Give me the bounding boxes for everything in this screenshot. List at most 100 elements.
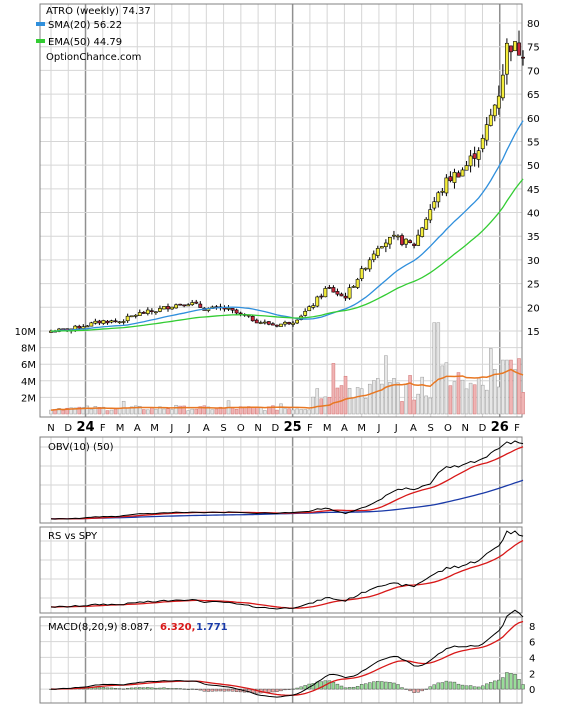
candle-body	[295, 319, 300, 324]
candle-body	[492, 104, 497, 117]
macd-hist-bar	[343, 687, 348, 690]
macd-hist-bar	[485, 683, 489, 690]
candle-body	[456, 172, 461, 178]
candle-body	[408, 240, 412, 243]
x-tick-label: M	[323, 423, 332, 434]
volume-bar	[376, 378, 380, 415]
volume-bar	[359, 388, 364, 415]
volume-bar	[150, 407, 154, 415]
x-tick-label: N	[47, 423, 54, 434]
x-tick-label: D	[272, 423, 280, 434]
macd-hist-bar	[271, 688, 275, 693]
macd-hist-bar	[460, 684, 465, 690]
candle-body	[500, 74, 505, 99]
macd-hist-bar	[456, 683, 461, 690]
volume-bar	[73, 407, 77, 415]
macd-hist-bar	[275, 688, 279, 692]
volume-bar	[331, 363, 336, 415]
candle-body	[436, 192, 441, 203]
candle-body	[505, 42, 509, 75]
x-tick-label: S	[428, 423, 434, 434]
volume-bar	[202, 405, 207, 415]
macd-hist-bar	[287, 688, 291, 690]
candle-body	[198, 303, 203, 308]
x-tick-label: 24	[76, 420, 94, 435]
macd-hist-bar	[472, 686, 477, 690]
volume-bar	[178, 405, 182, 415]
volume-bar	[57, 408, 61, 415]
candle-body	[509, 45, 513, 53]
macd-hist-bar	[468, 685, 473, 690]
x-tick-label: M	[116, 423, 125, 434]
macd-hist-bar	[214, 688, 219, 692]
volume-bar	[400, 401, 404, 415]
volume-bar	[311, 396, 315, 415]
volume-bar	[497, 386, 501, 415]
macd-signal-value: 6.320,	[160, 622, 195, 633]
macd-hist-bar	[476, 686, 481, 690]
candle-body	[291, 322, 295, 325]
x-tick-label: 26	[491, 420, 509, 435]
macd-hist-bar	[291, 688, 295, 690]
volume-bar	[448, 385, 453, 415]
macd-hist-bar	[388, 682, 392, 690]
volume-bar	[493, 369, 497, 415]
candle-body	[355, 279, 360, 288]
candle-body	[178, 303, 183, 306]
volume-bar	[351, 397, 356, 415]
macd-hist-bar	[150, 687, 154, 690]
candle-body	[379, 246, 384, 249]
ema-legend: EMA(50) 44.79	[48, 37, 122, 48]
macd-hist-bar	[97, 687, 102, 690]
candle-body	[388, 236, 392, 245]
macd-hist-bar	[125, 688, 130, 690]
macd-hist-bar	[440, 682, 445, 690]
macd-hist-bar	[218, 688, 223, 692]
volume-bar	[259, 407, 263, 415]
candle-body	[97, 320, 102, 324]
volume-ma-line	[50, 368, 524, 411]
volume-bar	[166, 408, 170, 415]
candle-body	[137, 312, 142, 316]
candle-body	[468, 155, 473, 167]
price-tick-label: 30	[527, 256, 540, 267]
volume-bar	[472, 384, 477, 415]
volume-bar	[484, 389, 489, 415]
volume-bar	[315, 388, 320, 415]
volume-bar	[513, 369, 517, 415]
candle-body	[383, 242, 388, 248]
volume-bar	[295, 408, 299, 415]
macd-hist-bar	[384, 681, 388, 690]
rs-line	[50, 530, 524, 610]
ema-swatch	[36, 39, 45, 43]
price-tick-label: 35	[527, 232, 540, 243]
volume-bar	[476, 377, 481, 415]
volume-bar	[255, 407, 259, 415]
x-tick-label: A	[341, 423, 348, 434]
macd-hist-bar	[408, 688, 412, 692]
macd-hist-bar	[142, 687, 146, 690]
candle-body	[85, 325, 90, 328]
candle-body	[287, 322, 291, 325]
volume-tick-label: 8M	[21, 344, 36, 355]
volume-bar	[214, 408, 219, 415]
candle-body	[323, 288, 328, 298]
obv-label: OBV(10) (50)	[48, 442, 114, 453]
volume-bar	[133, 405, 138, 415]
volume-bar	[287, 408, 291, 415]
candle-body	[190, 302, 195, 306]
volume-bar	[77, 406, 81, 415]
macd-hist-bar	[105, 687, 110, 690]
volume-bar	[146, 409, 150, 415]
volume-bar	[432, 322, 437, 415]
macd-hist-bar	[396, 684, 400, 690]
candle-body	[327, 287, 332, 289]
macd-hist-bar	[138, 687, 142, 690]
volume-bar	[343, 375, 348, 415]
volume-bar	[238, 406, 243, 415]
candle-body	[250, 316, 255, 322]
volume-bar	[424, 395, 428, 415]
candle-body	[307, 306, 312, 312]
volume-bar	[384, 355, 388, 415]
volume-bar	[460, 379, 465, 415]
